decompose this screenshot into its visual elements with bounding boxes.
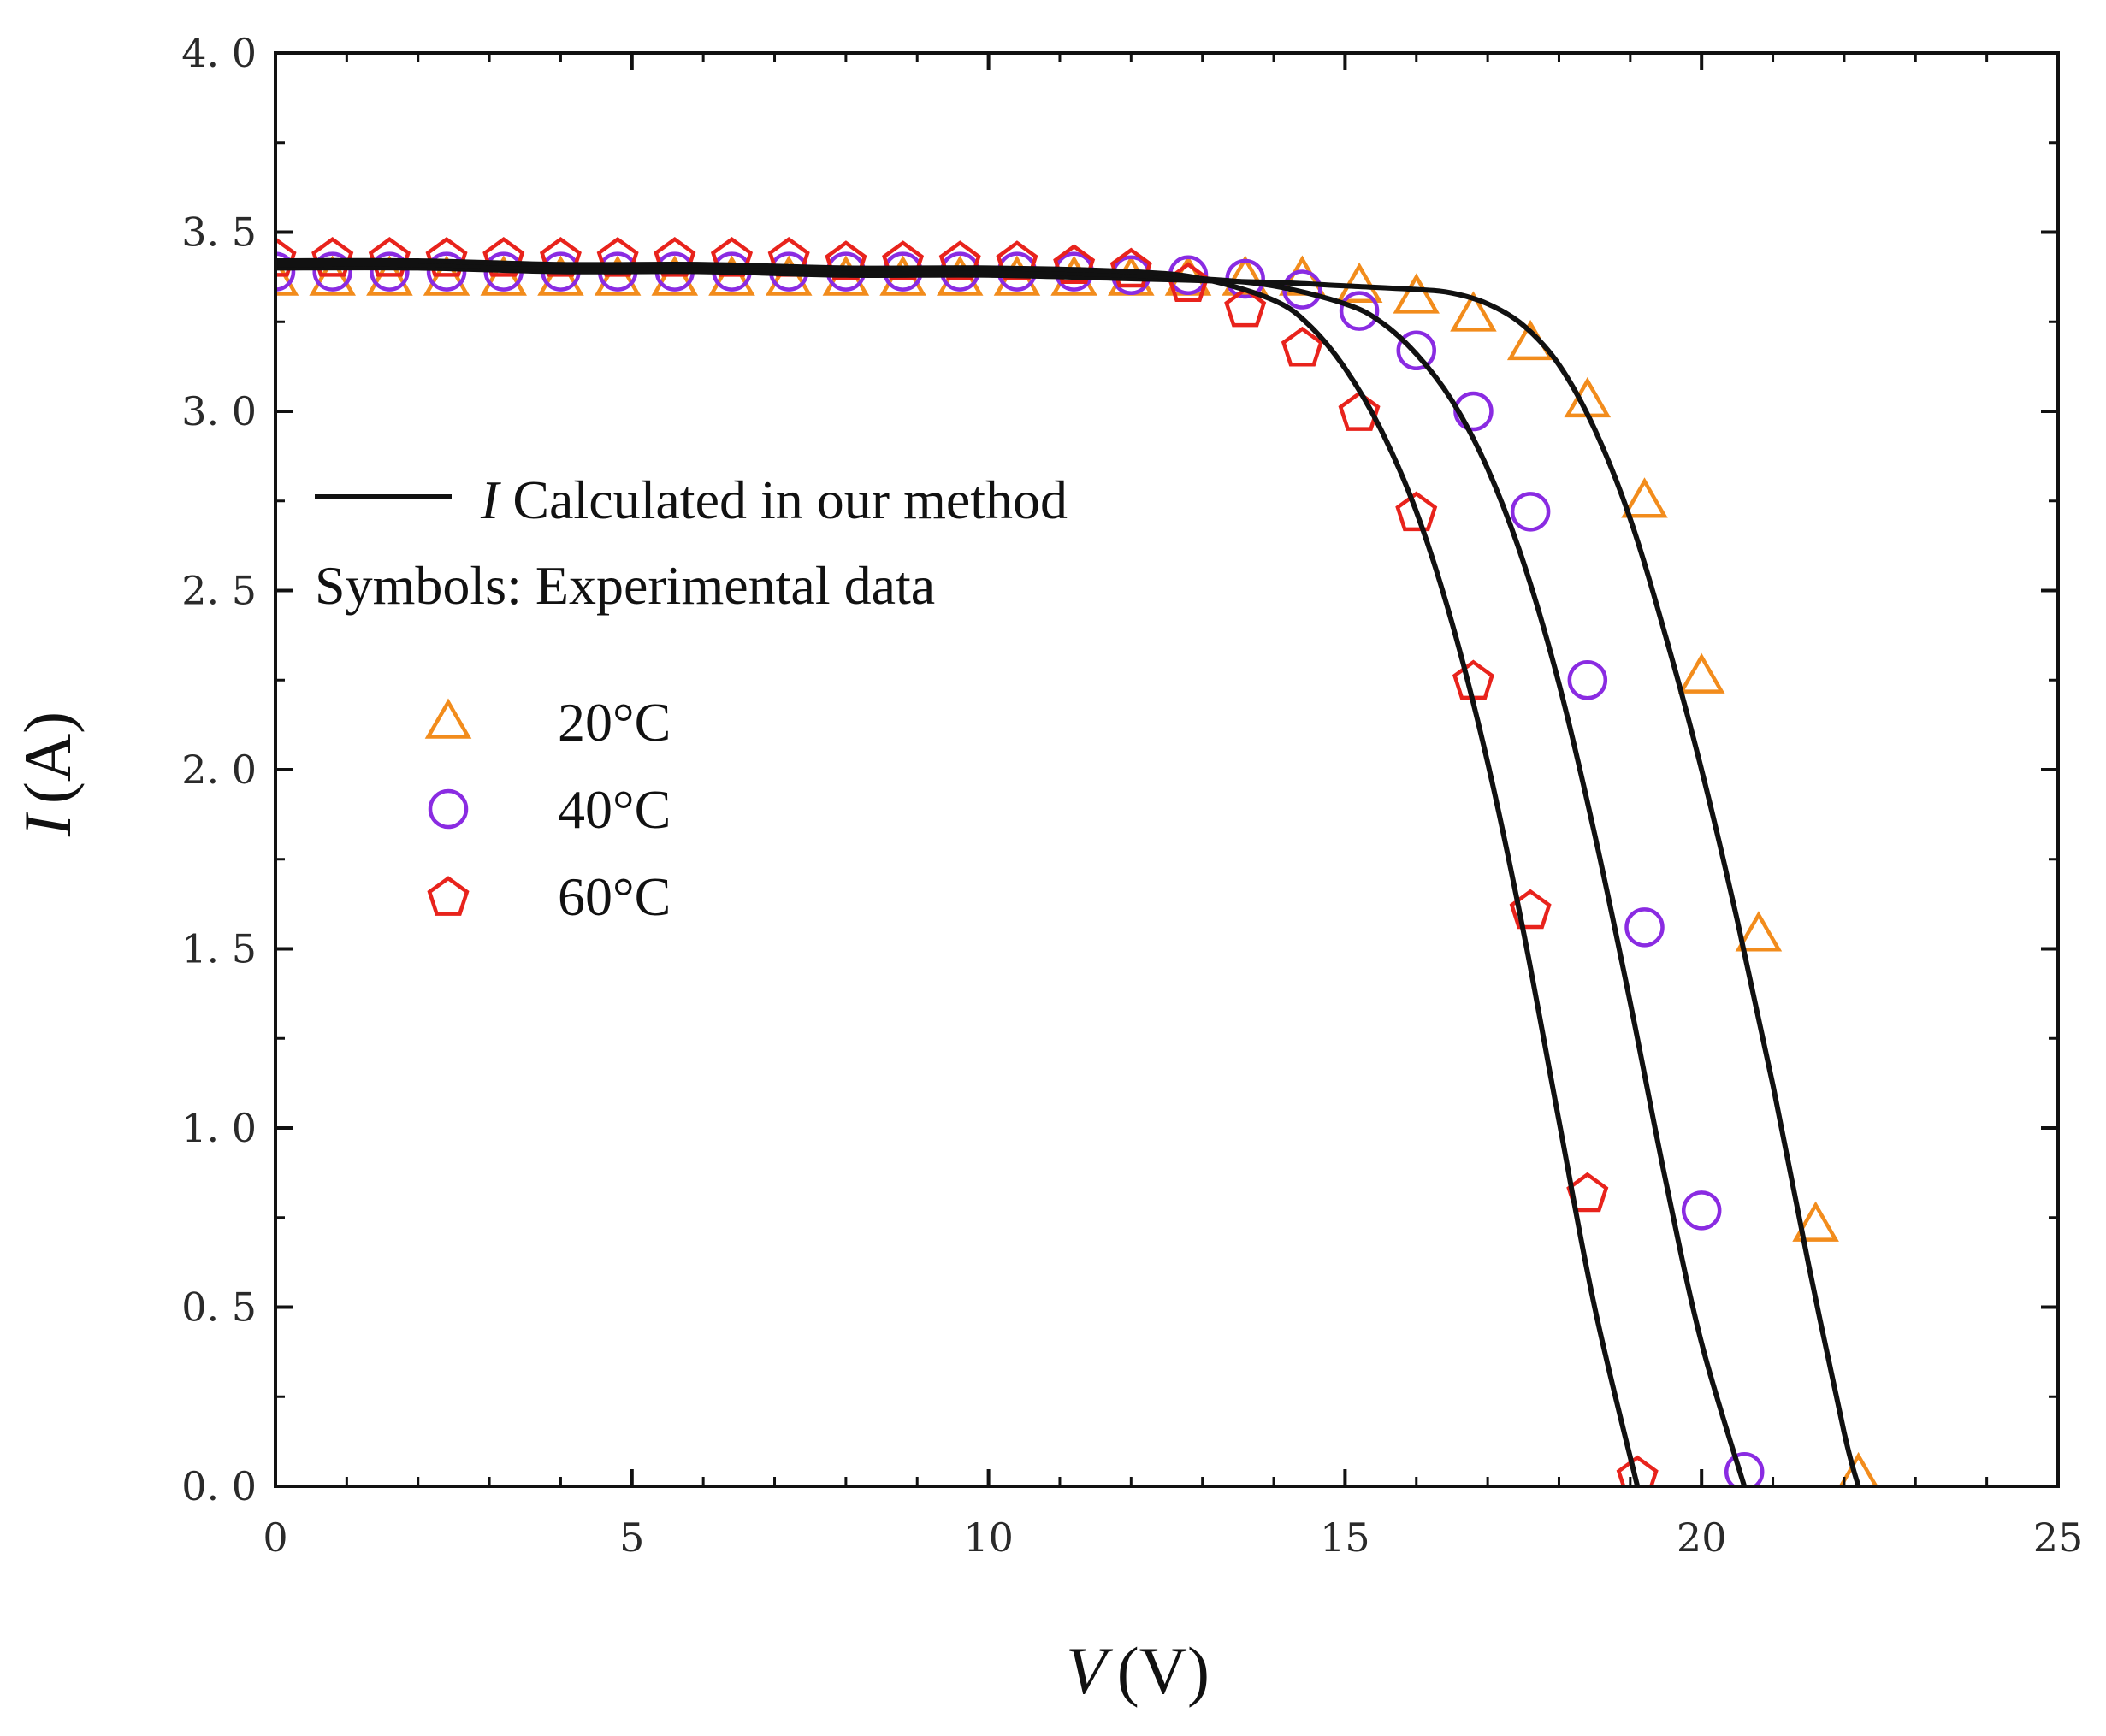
x-tick-label: 25 [2033,1515,2084,1561]
data-point-60c [654,237,696,277]
data-point-60c [1053,244,1096,285]
model-line-40c [275,261,1748,1486]
y-tick-label: 3. 0 [181,388,257,434]
data-point-60c [1224,286,1267,328]
legend-line-label: I Calculated in our method [480,469,1068,530]
data-point-20c [1838,1451,1878,1486]
data-point-40c [1567,660,1608,700]
y-tick-label: 2. 0 [181,747,257,793]
x-tick-label: 20 [1677,1515,1727,1561]
series-60c-markers [275,237,1659,1486]
legend-entry-60c: 60°C [558,866,671,927]
data-point-60c [596,237,639,277]
axes: 0 5 10 15 20 25 0. 0 0. 5 1. 0 1. 5 2. 0 2. 5 3. 0 3.… [181,30,2083,1561]
data-point-60c [882,240,925,280]
data-point-60c [1281,326,1323,367]
x-axis-label: V (V) [1066,1633,1210,1708]
legend-markers [424,698,472,916]
legend-entry-20c: 20°C [558,692,671,753]
data-point-60c [425,237,468,277]
legend-symbols-label: Symbols: Experimental data [315,555,935,616]
x-axis-label-var: V [1066,1633,1114,1708]
data-point-40c [312,251,352,292]
y-axis-label-var: I [10,811,85,837]
legend-marker-pentagon-icon [427,876,470,916]
data-point-60c [1395,491,1438,532]
data-point-20c [1222,255,1269,296]
data-point-40c [370,251,410,292]
data-point-20c [1792,1201,1839,1242]
data-point-40c [1339,291,1380,331]
y-tick-label: 2. 5 [181,568,257,614]
data-point-20c [1393,273,1440,314]
data-point-60c [710,237,754,277]
x-tick-label: 5 [619,1515,644,1561]
x-tick-label: 0 [263,1515,287,1561]
series-40c-markers [275,251,1765,1486]
data-point-60c [996,240,1038,280]
x-tick-label: 15 [1320,1515,1370,1561]
y-tick-label: 3. 5 [181,210,257,256]
data-point-60c [1452,659,1494,700]
y-tick-label: 1. 0 [181,1105,257,1151]
model-line-60c [275,257,1641,1486]
data-point-60c [482,237,525,277]
data-point-60c [1338,391,1381,431]
y-axis-label: I (A) [10,712,85,837]
data-point-60c [275,237,297,277]
data-point-40c [1624,907,1665,948]
data-point-40c [1453,391,1494,432]
data-point-60c [825,240,867,280]
data-point-60c [1616,1455,1659,1486]
data-point-20c [1450,291,1497,332]
data-point-20c [1677,652,1725,694]
y-tick-label: 0. 0 [181,1463,257,1509]
data-point-60c [311,237,354,277]
legend: I Calculated in our method Symbols: Exper… [315,469,1068,927]
model-line-20c [275,265,1861,1486]
data-point-60c [539,237,582,277]
data-point-20c [1735,911,1783,952]
legend-marker-circle-icon [428,788,469,830]
y-tick-label: 1. 5 [181,926,257,972]
x-tick-label: 10 [963,1515,1014,1561]
legend-marker-triangle-icon [424,698,472,739]
data-point-40c [1396,330,1437,371]
data-point-40c [1681,1190,1722,1231]
series-20c-markers [275,255,1878,1486]
legend-line-label-rest: Calculated in our method [512,469,1068,530]
data-point-40c [1510,492,1551,532]
data-point-40c [1724,1451,1765,1486]
legend-entry-40c: 40°C [558,779,671,840]
legend-line-label-var: I [480,469,501,530]
y-axis-label-unit: (A) [10,712,85,804]
data-point-60c [1509,889,1552,930]
plot-area [275,237,1878,1486]
data-point-20c [1621,477,1668,518]
x-axis-label-unit: (V) [1117,1633,1210,1708]
data-point-60c [1109,247,1152,288]
data-point-40c [275,251,296,292]
data-point-60c [938,240,981,280]
data-point-60c [368,237,411,277]
y-tick-label: 4. 0 [181,30,257,76]
y-tick-label: 0. 5 [181,1284,257,1331]
